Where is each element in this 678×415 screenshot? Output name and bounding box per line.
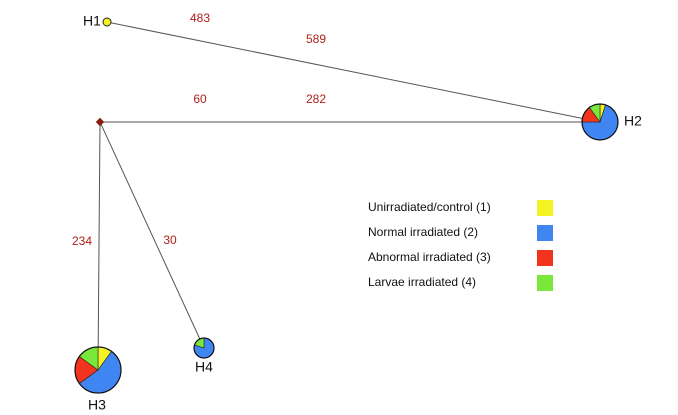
node-label: H1	[83, 13, 101, 29]
legend-swatch	[537, 225, 553, 241]
edge-label: 60	[193, 92, 207, 106]
edge-label: 234	[72, 234, 92, 248]
legend-label: Normal irradiated (2)	[368, 225, 478, 239]
legend-swatch	[537, 275, 553, 291]
legend-swatch	[537, 200, 553, 216]
node-label: H4	[195, 359, 213, 375]
legend-label: Larvae irradiated (4)	[368, 275, 476, 289]
node-label: H3	[88, 397, 106, 413]
edge-label: 483	[190, 11, 210, 25]
edge-label: 30	[163, 233, 177, 247]
node-outline	[193, 337, 215, 359]
legend-label: Unirradiated/control (1)	[368, 200, 491, 214]
edge	[106, 21, 601, 123]
edge	[99, 121, 205, 349]
legend-label: Abnormal irradiated (3)	[368, 250, 491, 264]
node-outline	[74, 346, 122, 394]
pie-slice	[102, 17, 112, 27]
edge	[97, 121, 101, 371]
edge-label: 589	[306, 32, 326, 46]
node-label: H2	[624, 113, 642, 129]
edge-label: 282	[306, 92, 326, 106]
node-outline	[581, 103, 619, 141]
median-vector	[95, 117, 105, 127]
legend-swatch	[537, 250, 553, 266]
